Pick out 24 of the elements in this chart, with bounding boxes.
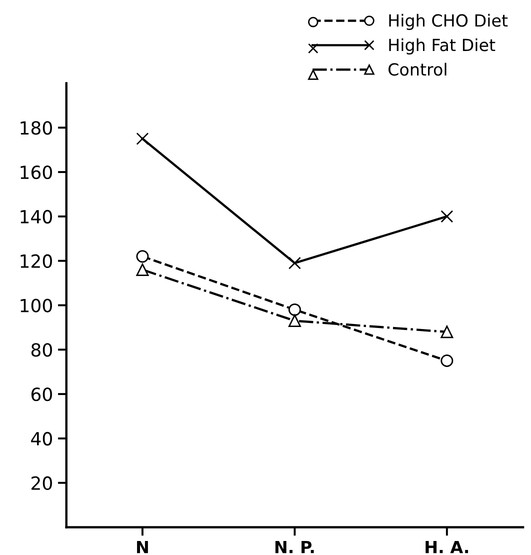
y-tick-label: 80 xyxy=(31,343,52,357)
y-tick-label: 180 xyxy=(20,121,52,135)
y-tick-label: 100 xyxy=(20,298,52,312)
x-tick-label: H. A. xyxy=(426,540,468,554)
y-tick-label: 60 xyxy=(31,388,52,402)
y-tick-label: 120 xyxy=(20,254,52,268)
point xyxy=(440,210,454,223)
point xyxy=(288,303,301,316)
x-tick-label: N. P. xyxy=(275,540,314,554)
legend-label: High Fat Diet xyxy=(389,38,496,54)
point xyxy=(440,326,454,338)
legend-label: High CHO Diet xyxy=(389,14,508,30)
y-tick-label: 160 xyxy=(20,166,52,180)
point xyxy=(136,263,149,276)
point xyxy=(136,132,149,145)
point xyxy=(440,354,454,367)
x-tick-label: N xyxy=(137,540,148,554)
point xyxy=(288,256,301,270)
legend-label: Control xyxy=(388,62,446,76)
y-tick-label: 20 xyxy=(32,476,52,490)
y-tick-label: 140 xyxy=(20,210,52,224)
point xyxy=(288,314,301,328)
y-tick-label: 40 xyxy=(31,432,52,446)
point xyxy=(136,250,149,263)
